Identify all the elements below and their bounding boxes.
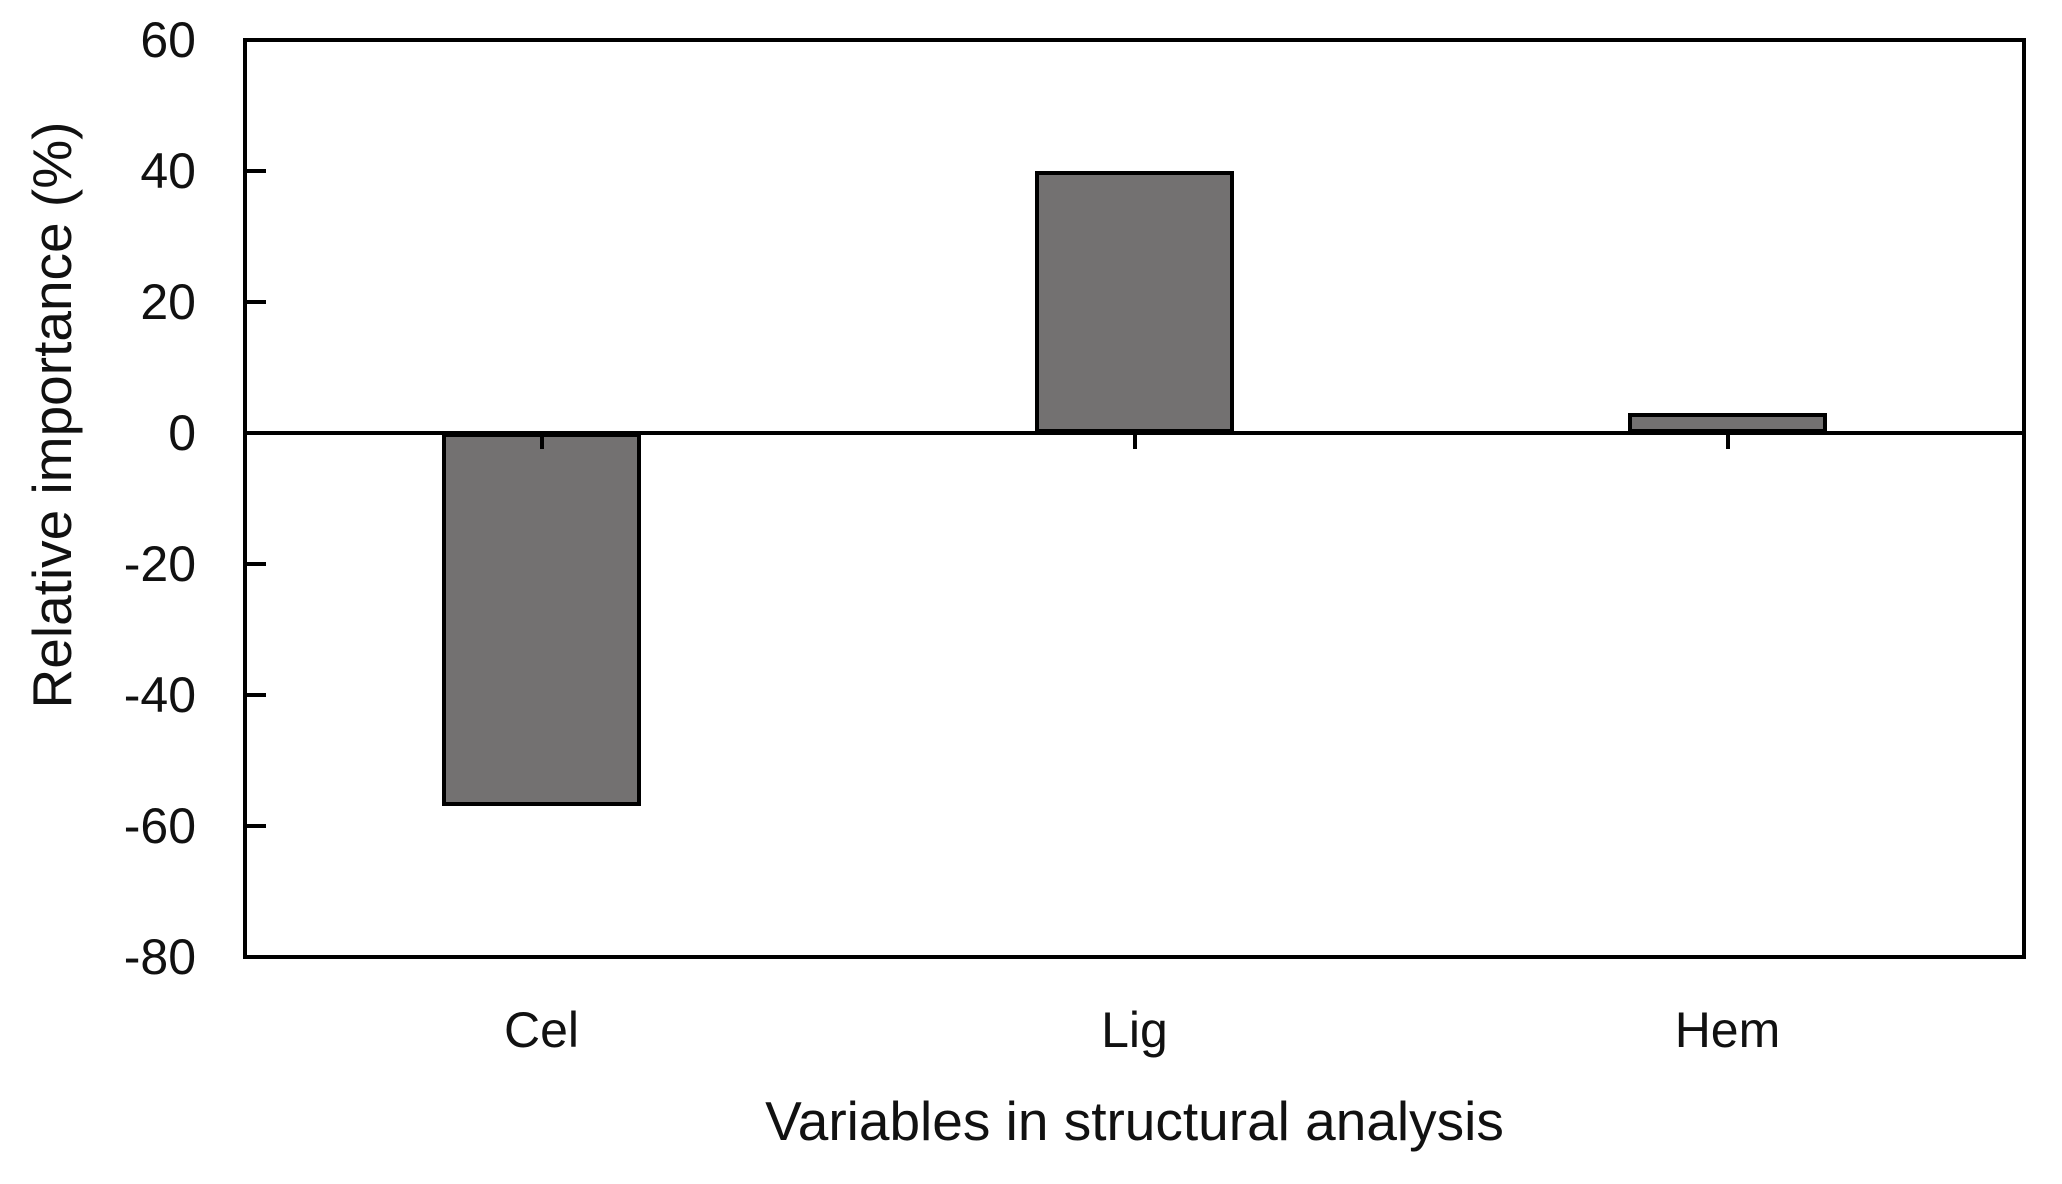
y-tick-label: -20 [123,536,196,592]
y-tick-mark [247,693,266,697]
y-tick-label: -60 [123,798,196,854]
y-tick-label: -40 [123,667,196,723]
y-tick-label: 60 [140,12,196,68]
x-tick-mark [539,433,544,449]
category-label-cel: Cel [503,1002,580,1058]
plot-area-frame [243,38,2026,959]
x-axis-title: Variables in structural analysis [765,1090,1504,1152]
category-label-hem: Hem [1674,1002,1781,1058]
category-label-lig: Lig [1101,1002,1168,1058]
y-tick-label: 0 [168,405,196,461]
x-tick-mark [1725,433,1730,449]
y-tick-mark [247,562,266,566]
y-tick-label: 40 [140,143,196,199]
y-tick-mark [247,169,266,173]
y-tick-label: -80 [123,929,196,985]
x-tick-mark [1132,433,1137,449]
y-tick-label: 20 [140,274,196,330]
y-tick-mark [247,824,266,828]
bar-lig [1035,171,1234,433]
y-tick-mark [247,300,266,304]
bar-cel [442,433,641,807]
